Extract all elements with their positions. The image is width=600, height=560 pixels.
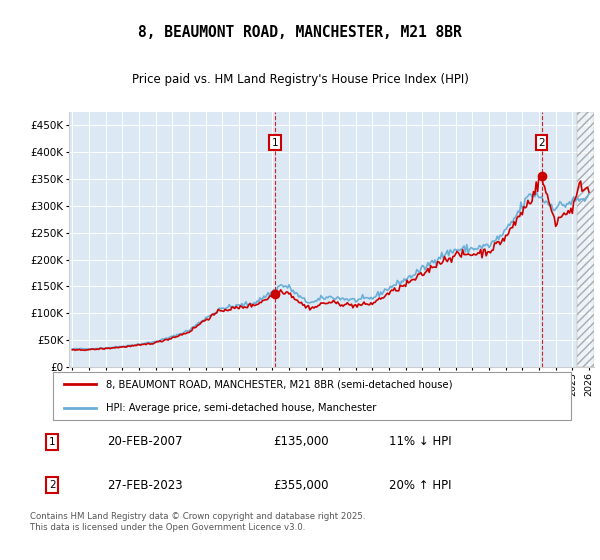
Text: 2: 2 xyxy=(538,138,545,148)
Text: 1: 1 xyxy=(272,138,278,148)
Text: 20-FEB-2007: 20-FEB-2007 xyxy=(107,435,183,449)
Text: 8, BEAUMONT ROAD, MANCHESTER, M21 8BR: 8, BEAUMONT ROAD, MANCHESTER, M21 8BR xyxy=(138,25,462,40)
Text: £135,000: £135,000 xyxy=(273,435,329,449)
Text: 11% ↓ HPI: 11% ↓ HPI xyxy=(389,435,451,449)
Text: 2: 2 xyxy=(49,480,55,491)
Text: 20% ↑ HPI: 20% ↑ HPI xyxy=(389,479,451,492)
Text: 27-FEB-2023: 27-FEB-2023 xyxy=(107,479,183,492)
Text: 8, BEAUMONT ROAD, MANCHESTER, M21 8BR (semi-detached house): 8, BEAUMONT ROAD, MANCHESTER, M21 8BR (s… xyxy=(106,380,452,390)
Text: 1: 1 xyxy=(49,437,55,447)
Text: HPI: Average price, semi-detached house, Manchester: HPI: Average price, semi-detached house,… xyxy=(106,403,376,413)
Text: Contains HM Land Registry data © Crown copyright and database right 2025.
This d: Contains HM Land Registry data © Crown c… xyxy=(30,512,365,531)
Text: Price paid vs. HM Land Registry's House Price Index (HPI): Price paid vs. HM Land Registry's House … xyxy=(131,73,469,86)
Text: £355,000: £355,000 xyxy=(273,479,328,492)
FancyBboxPatch shape xyxy=(53,372,571,420)
